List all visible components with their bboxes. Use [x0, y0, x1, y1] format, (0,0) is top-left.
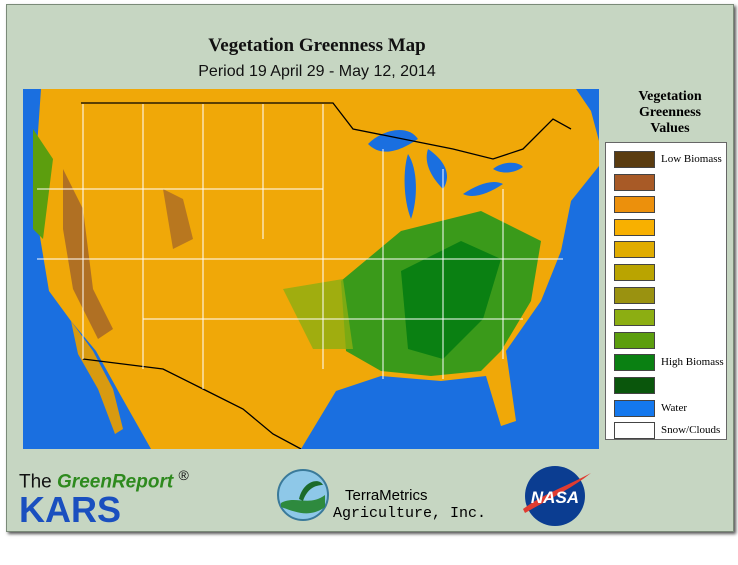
- map: [23, 89, 599, 449]
- nasa-logo: NASA: [523, 466, 591, 526]
- legend-swatch: [614, 309, 655, 327]
- legend-title: Vegetation Greenness Values: [638, 89, 702, 136]
- title: Vegetation Greenness Map: [208, 35, 426, 56]
- legend-label: Snow/Clouds: [661, 424, 721, 437]
- legend-swatch: [614, 331, 655, 349]
- terrametrics-logo: [277, 469, 329, 521]
- company-sub: Agriculture, Inc.: [333, 505, 487, 522]
- legend: Low Biomass High Biomass Water Snow/Clouds: [605, 142, 727, 440]
- panel: Vegetation Greenness Map Period 19 April…: [6, 4, 734, 532]
- legend-swatch: [614, 286, 655, 304]
- legend-swatch: [614, 264, 655, 281]
- legend-swatch: [614, 218, 655, 236]
- legend-swatch: [614, 241, 655, 259]
- legend-swatch: [614, 151, 655, 168]
- legend-label: Water: [661, 401, 687, 414]
- company: TerraMetrics: [345, 487, 428, 504]
- legend-swatch: [614, 377, 655, 394]
- legend-swatch: [614, 173, 655, 191]
- nasa: NASA: [531, 488, 579, 507]
- greenreport: The GreenReport ®: [19, 467, 189, 493]
- legend-swatch: [614, 354, 655, 372]
- legend-swatch: [614, 422, 655, 440]
- kars: KARS: [19, 489, 122, 530]
- brand: GreenReport: [57, 471, 174, 493]
- legend-label: Low Biomass: [661, 153, 722, 165]
- legend-label: High Biomass: [661, 356, 724, 369]
- the: The: [19, 471, 52, 493]
- legend-swatch: [614, 196, 655, 214]
- legend-swatch: [614, 399, 655, 417]
- mark: ®: [178, 467, 189, 483]
- subtitle: Period 19 April 29 - May 12, 2014: [198, 63, 436, 80]
